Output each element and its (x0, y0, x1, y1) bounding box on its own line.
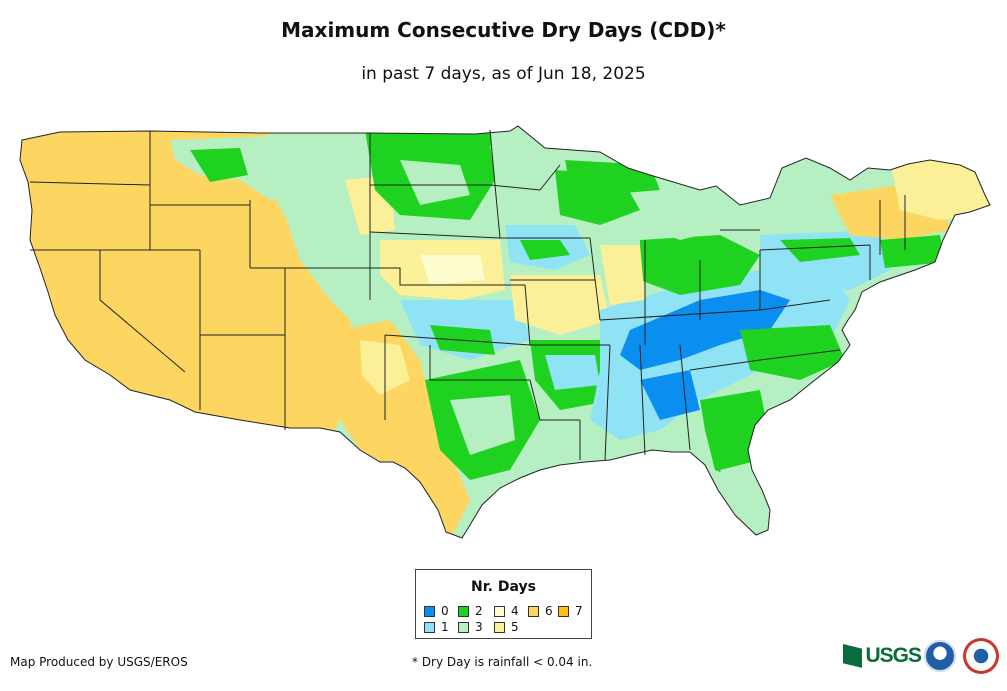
map-title: Maximum Consecutive Dry Days (CDD)* (281, 18, 726, 42)
legend-swatch (458, 605, 469, 617)
dry-day-note: * Dry Day is rainfall < 0.04 in. (412, 655, 593, 669)
legend-item-6: 6 (528, 604, 553, 618)
legend-label: 6 (545, 604, 553, 618)
usgs-logo: USGS (843, 642, 922, 670)
legend-item-0: 0 (424, 604, 449, 618)
legend-item-2: 2 (458, 604, 483, 618)
legend-label: 2 (475, 604, 483, 618)
legend-item-7: 7 (558, 604, 583, 618)
legend-label: 3 (475, 620, 483, 634)
legend: Nr. Days 0 1 2 3 4 5 6 7 (415, 569, 592, 639)
credit-text: Map Produced by USGS/EROS (10, 655, 188, 669)
legend-label: 5 (511, 620, 519, 634)
legend-swatch (458, 621, 469, 633)
legend-item-1: 1 (424, 620, 449, 634)
legend-swatch (558, 605, 569, 617)
legend-label: 7 (575, 604, 583, 618)
legend-swatch (494, 605, 505, 617)
cdd-shading (20, 126, 990, 538)
legend-label: 4 (511, 604, 519, 618)
usgs-wave-icon (843, 644, 863, 668)
legend-swatch (424, 621, 435, 633)
legend-swatch (528, 605, 539, 617)
legend-item-5: 5 (494, 620, 519, 634)
map-subtitle: in past 7 days, as of Jun 18, 2025 (361, 64, 646, 84)
legend-swatch (494, 621, 505, 633)
legend-swatch (424, 605, 435, 617)
noaa-logo-icon (924, 640, 956, 672)
nws-logo-icon (963, 638, 999, 674)
legend-label: 0 (441, 604, 449, 618)
legend-title: Nr. Days (471, 579, 536, 595)
conus-cdd-map (19, 125, 991, 539)
legend-item-4: 4 (494, 604, 519, 618)
legend-item-3: 3 (458, 620, 483, 634)
state-boundaries (19, 125, 991, 539)
legend-label: 1 (441, 620, 449, 634)
usgs-logo-text: USGS (865, 644, 922, 667)
